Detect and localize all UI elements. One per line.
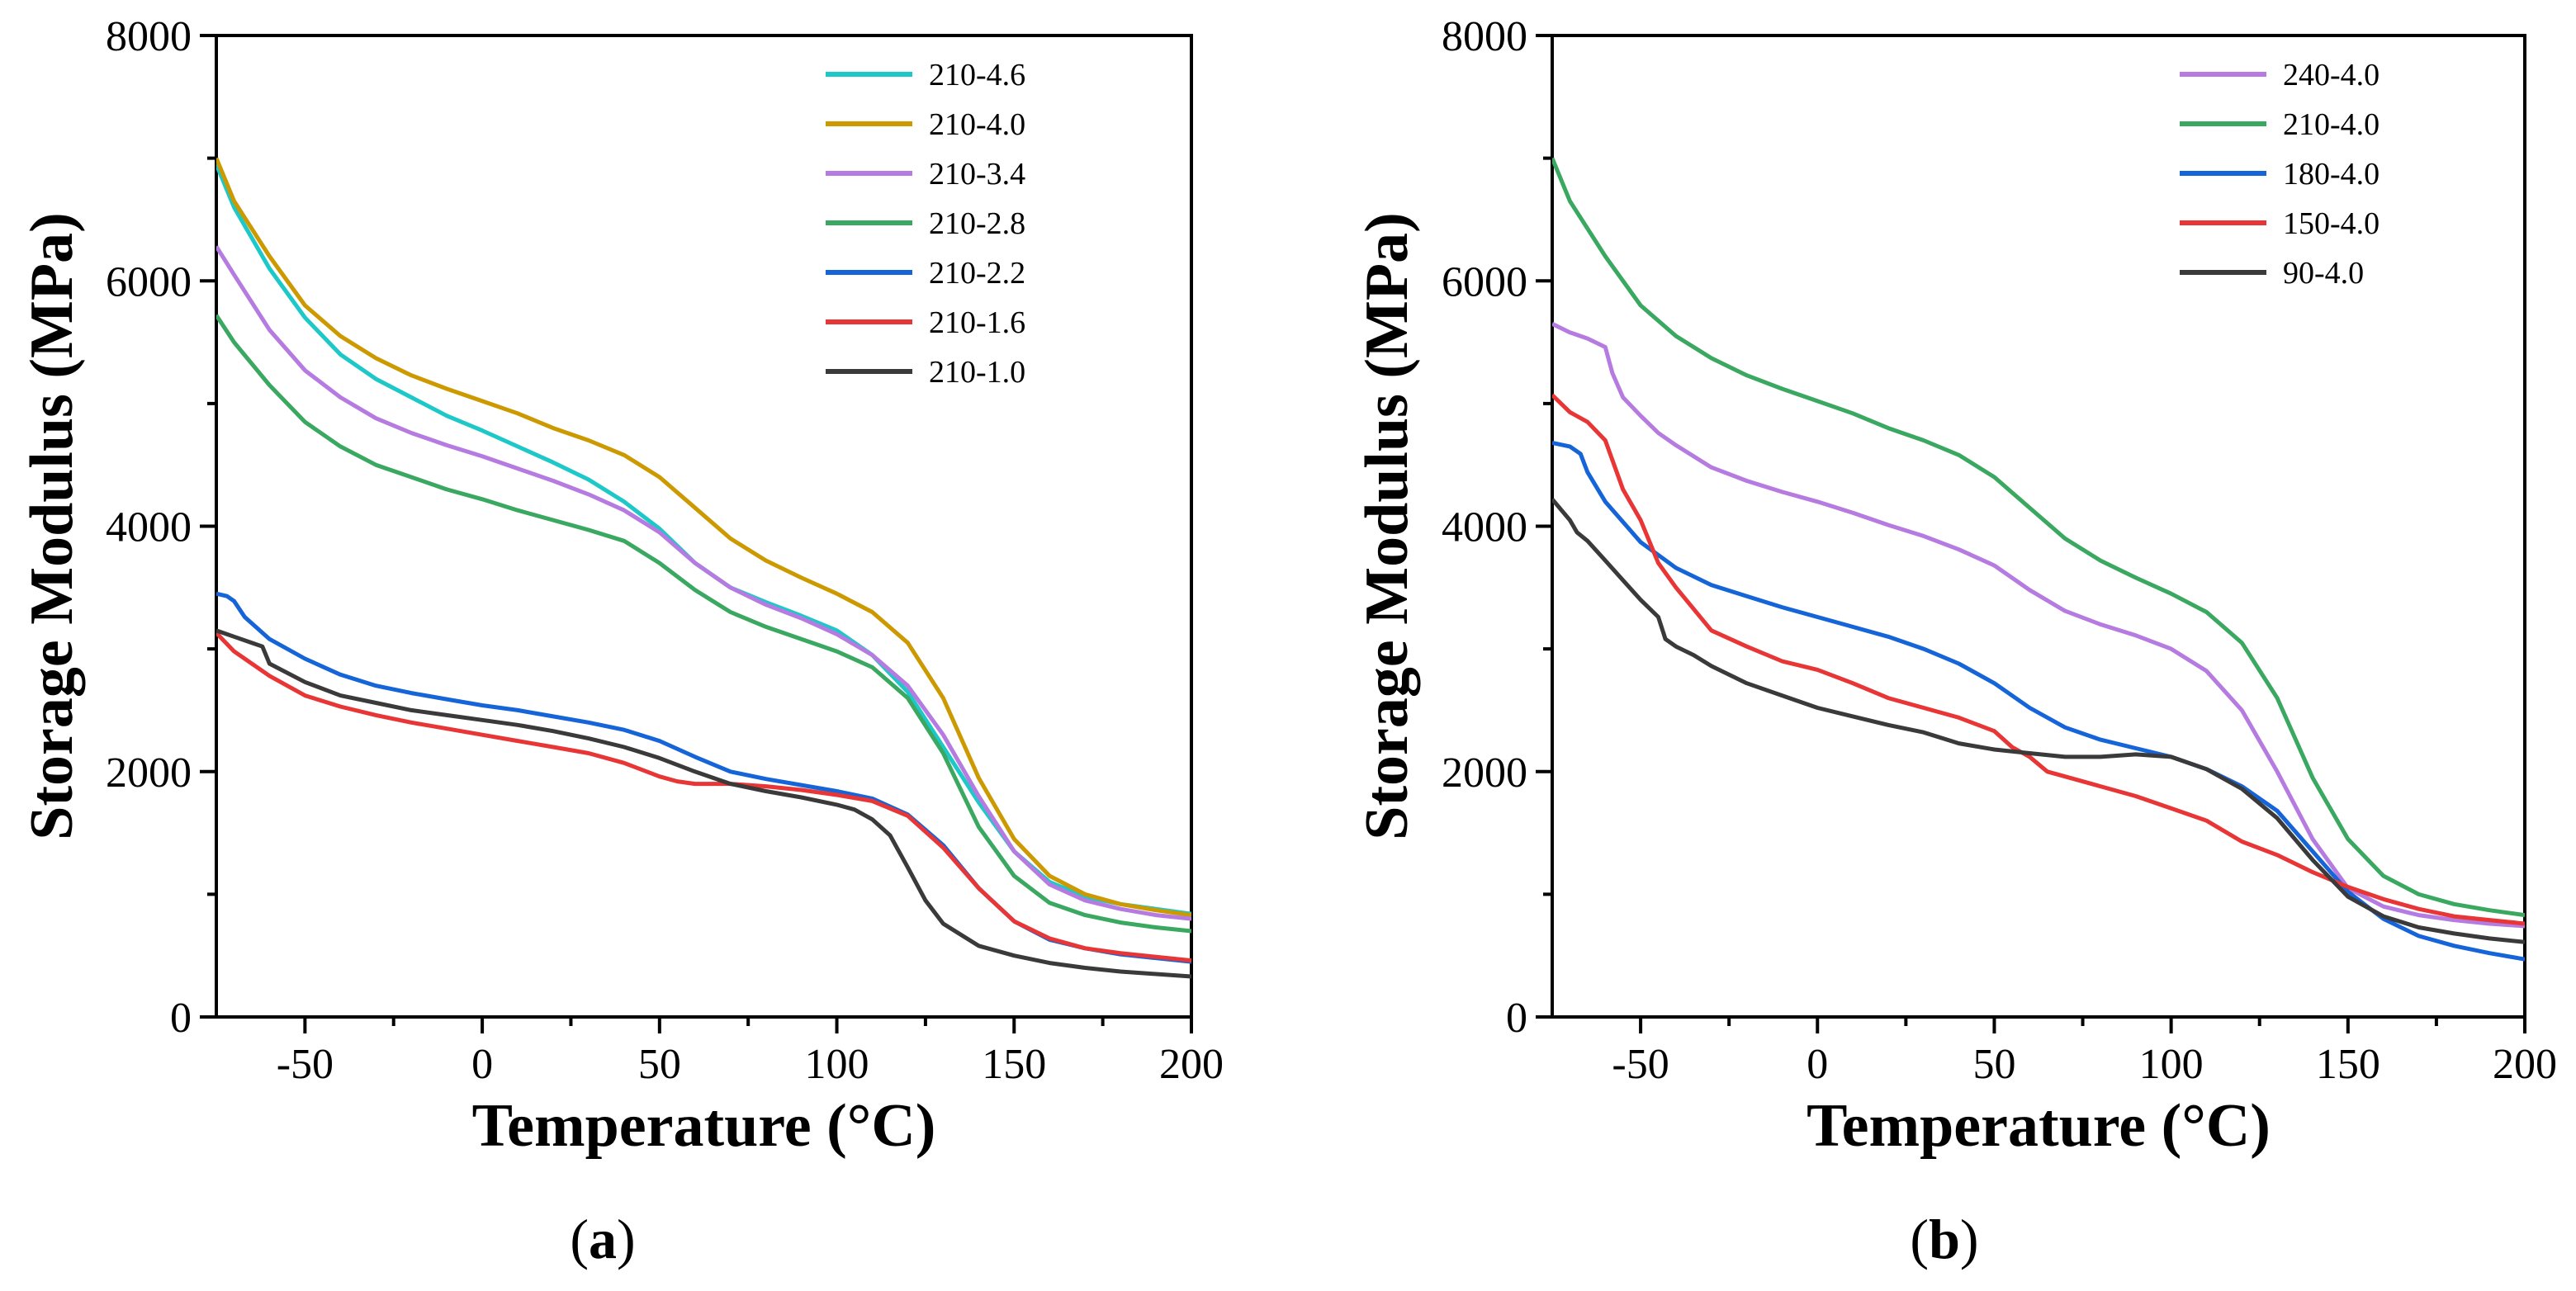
legend-label: 210-4.0 xyxy=(929,107,1025,142)
y-tick-label: 4000 xyxy=(1442,504,1527,551)
series-line-210-3.4 xyxy=(216,245,1191,921)
x-tick-label: 100 xyxy=(805,1041,869,1088)
y-tick-label: 8000 xyxy=(1442,13,1527,60)
panel-label-letter: b xyxy=(1929,1208,1960,1270)
x-tick-label: -50 xyxy=(277,1041,334,1088)
legend-label: 210-2.8 xyxy=(929,206,1025,241)
panel-label-letter: a xyxy=(589,1208,617,1270)
y-tick-label: 4000 xyxy=(106,504,192,551)
x-axis-title: Temperature (°C) xyxy=(1807,1092,2271,1160)
x-tick-label: 100 xyxy=(2139,1041,2204,1088)
series-line-90-4.0 xyxy=(1552,498,2525,944)
series-lines xyxy=(216,157,1191,979)
series-line-210-4.6 xyxy=(216,163,1191,916)
legend-label: 240-4.0 xyxy=(2283,58,2379,92)
x-tick-label: -50 xyxy=(1612,1041,1669,1088)
panel-b: -50 0 50 100 150 20002000400060008000Temperat… xyxy=(1353,13,2557,1270)
y-tick-label: 0 xyxy=(170,995,192,1042)
legend-label: 210-1.6 xyxy=(929,305,1025,340)
series-line-210-1.0 xyxy=(216,628,1191,979)
panel-label: (b) xyxy=(1910,1208,1978,1270)
legend-label: 210-4.6 xyxy=(929,58,1025,92)
x-tick-label: 150 xyxy=(982,1041,1046,1088)
legend-label: 90-4.0 xyxy=(2283,256,2364,291)
legend-label: 150-4.0 xyxy=(2283,206,2379,241)
series-line-240-4.0 xyxy=(1552,322,2525,929)
series-line-210-4.0 xyxy=(1552,157,2525,918)
legend: 210-4.6 210-4.0 210-3.4 210-2.8 210-2.2 210-1… xyxy=(826,58,1025,390)
x-tick-label: 200 xyxy=(2493,1041,2557,1088)
legend-label: 210-2.2 xyxy=(929,256,1025,291)
y-tick-label: 6000 xyxy=(106,258,192,305)
y-tick-label: 2000 xyxy=(1442,750,1527,797)
x-tick-label: 50 xyxy=(1972,1041,2015,1088)
y-tick-label: 2000 xyxy=(106,750,192,797)
x-tick-label: 200 xyxy=(1159,1041,1224,1088)
y-axis-title: Storage Modulus (MPa) xyxy=(1353,212,1421,840)
y-axis-title: Storage Modulus (MPa) xyxy=(18,212,86,840)
legend-label: 210-4.0 xyxy=(2283,107,2379,142)
legend-label: 180-4.0 xyxy=(2283,157,2379,192)
panel-label: (a) xyxy=(570,1208,635,1270)
y-tick-label: 6000 xyxy=(1442,258,1527,305)
series-line-210-4.0 xyxy=(216,157,1191,918)
y-tick-label: 0 xyxy=(1506,995,1527,1042)
x-tick-label: 0 xyxy=(471,1041,493,1088)
panel-a: -50 0 50 100 150 20002000400060008000Temperat… xyxy=(18,13,1224,1270)
legend: 240-4.0 210-4.0 180-4.0 150-4.0 90-4.0 xyxy=(2180,58,2379,291)
series-lines xyxy=(1552,157,2525,962)
legend-label: 210-3.4 xyxy=(929,157,1025,192)
series-line-210-2.2 xyxy=(216,591,1191,964)
y-tick-label: 8000 xyxy=(106,13,192,60)
x-axis-title: Temperature (°C) xyxy=(472,1092,936,1160)
series-line-210-2.8 xyxy=(216,314,1191,934)
series-line-180-4.0 xyxy=(1552,440,2525,962)
legend-label: 210-1.0 xyxy=(929,355,1025,390)
x-tick-label: 150 xyxy=(2316,1041,2380,1088)
x-tick-label: 0 xyxy=(1807,1041,1828,1088)
x-tick-label: 50 xyxy=(638,1041,681,1088)
series-line-210-1.6 xyxy=(216,631,1191,963)
